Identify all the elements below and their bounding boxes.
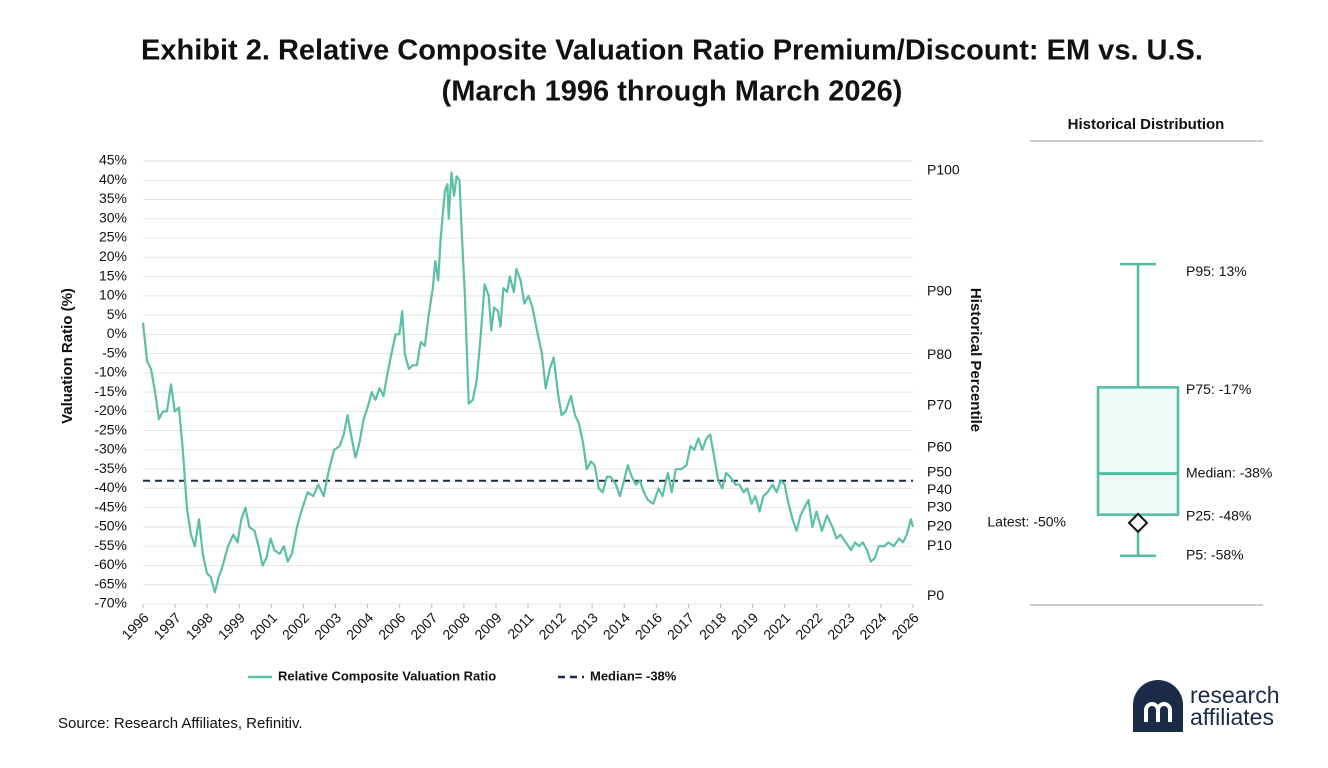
y-tick-label: -10% — [94, 364, 127, 380]
y-tick-label: -70% — [94, 595, 127, 611]
y-tick-label: -55% — [94, 537, 127, 553]
box — [1096, 386, 1180, 516]
y2-tick-label: P80 — [927, 346, 952, 362]
x-tick-label: 2024 — [856, 609, 889, 642]
logo: research affiliates — [1133, 680, 1279, 732]
x-tick-label: 2004 — [343, 609, 376, 642]
x-tick-label: 2013 — [568, 609, 601, 642]
x-tick-label: 2009 — [471, 609, 504, 642]
box-label: Latest: -50% — [987, 514, 1066, 530]
logo-text: research — [1190, 682, 1279, 708]
y2-tick-label: P60 — [927, 439, 952, 455]
x-tick-label: 2026 — [888, 609, 921, 642]
x-tick-label: 1997 — [150, 609, 183, 642]
x-tick-label: 2014 — [600, 609, 633, 642]
data-line — [141, 171, 915, 594]
y2-tick-label: P50 — [927, 464, 952, 480]
box-label: P95: 13% — [1186, 263, 1247, 279]
y2-tick-label: P0 — [927, 587, 944, 603]
x-tick-label: 1998 — [183, 609, 216, 642]
x-tick-label: 2023 — [824, 609, 857, 642]
x-tick-label: 2001 — [247, 609, 280, 642]
logo-text: affiliates — [1190, 704, 1274, 730]
x-tick-label: 2011 — [504, 609, 537, 642]
chart-subtitle: (March 1996 through March 2026) — [442, 76, 903, 108]
y2-tick-label: P70 — [927, 396, 952, 412]
y-tick-label: 5% — [107, 306, 127, 322]
box-label: P75: -17% — [1186, 381, 1251, 397]
x-tick-label: 2012 — [535, 609, 568, 642]
y-tick-label: -15% — [94, 383, 127, 399]
y-tick-label: 25% — [99, 229, 127, 245]
x-tick-label: 2021 — [760, 609, 793, 642]
y-tick-label: -65% — [94, 575, 127, 591]
y-tick-label: -50% — [94, 518, 127, 534]
y2-tick-label: P100 — [927, 161, 960, 177]
legend-label: Relative Composite Valuation Ratio — [278, 668, 496, 683]
y2-tick-label: P30 — [927, 498, 952, 514]
y2-tick-label: P20 — [927, 518, 952, 534]
x-tick-label: 2017 — [664, 609, 697, 642]
box-label: Median: -38% — [1186, 464, 1272, 480]
y2-tick-label: P10 — [927, 537, 952, 553]
box-label: P25: -48% — [1186, 507, 1251, 523]
y-tick-label: 20% — [99, 248, 127, 264]
y2-tick-label: P90 — [927, 283, 952, 299]
x-tick-label: 2008 — [439, 609, 472, 642]
y-axis-title: Valuation Ratio (%) — [59, 288, 76, 424]
y-tick-label: -20% — [94, 402, 127, 418]
y-tick-label: -30% — [94, 441, 127, 457]
y-tick-label: 40% — [99, 171, 127, 187]
x-tick-label: 2022 — [792, 609, 825, 642]
x-tick-label: 2018 — [696, 609, 729, 642]
y-tick-label: -45% — [94, 498, 127, 514]
y-tick-label: 30% — [99, 209, 127, 225]
x-tick-label: 1996 — [118, 609, 151, 642]
y-tick-label: -25% — [94, 421, 127, 437]
legend-label: Median= -38% — [590, 668, 677, 683]
x-tick-label: 2003 — [311, 609, 344, 642]
x-tick-label: 1999 — [215, 609, 248, 642]
y2-axis-title: Historical Percentile — [967, 288, 984, 432]
x-tick-label: 2006 — [375, 609, 408, 642]
y-tick-label: 10% — [99, 287, 127, 303]
x-tick-label: 2002 — [279, 609, 312, 642]
y-tick-label: 0% — [107, 325, 127, 341]
y-tick-label: -60% — [94, 556, 127, 572]
y-tick-label: 15% — [99, 267, 127, 283]
y-tick-label: 45% — [99, 152, 127, 168]
y-tick-label: 35% — [99, 190, 127, 206]
y-tick-label: -35% — [94, 460, 127, 476]
box-title: Historical Distribution — [1068, 116, 1225, 133]
x-tick-label: 2019 — [728, 609, 761, 642]
x-tick-label: 2007 — [407, 609, 440, 642]
latest-marker — [1127, 512, 1149, 534]
logo-glyph — [1144, 702, 1172, 722]
y-tick-label: -40% — [94, 479, 127, 495]
y-tick-label: -5% — [102, 344, 127, 360]
source-note: Source: Research Affiliates, Refinitiv. — [58, 715, 303, 732]
y2-tick-label: P40 — [927, 481, 952, 497]
chart-title: Exhibit 2. Relative Composite Valuation … — [141, 35, 1203, 67]
x-tick-label: 2016 — [632, 609, 665, 642]
box-label: P5: -58% — [1186, 546, 1244, 562]
